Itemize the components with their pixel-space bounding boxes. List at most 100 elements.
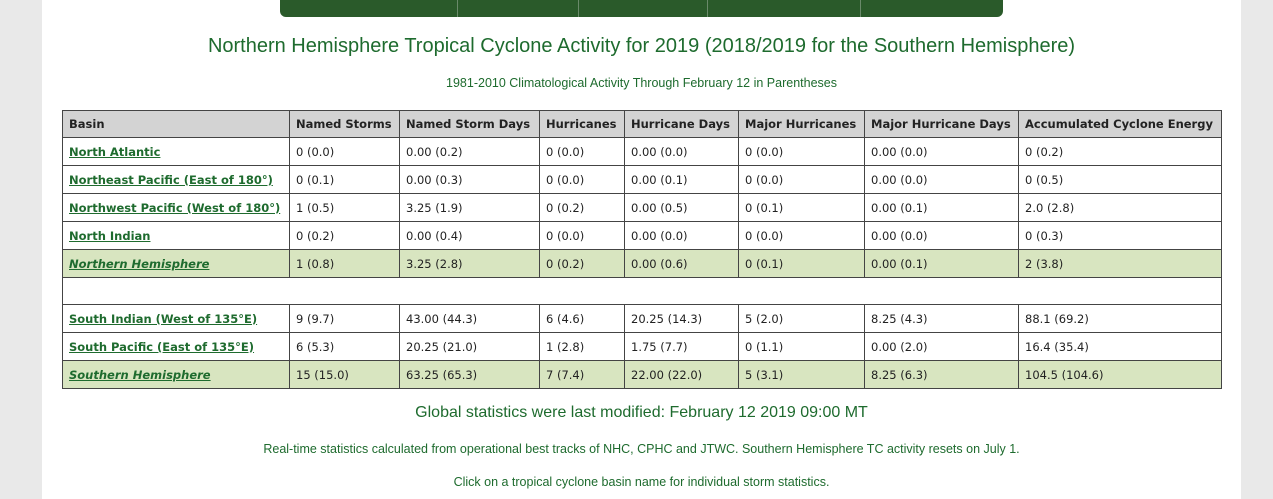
table-cell: 8.25 (4.3) (864, 304, 1019, 333)
table-cell: 6 (5.3) (289, 332, 400, 361)
basin-link-south-pacific[interactable]: South Pacific (East of 135°E) (69, 339, 255, 354)
table-cell: 0.00 (0.6) (624, 249, 739, 278)
table-cell: 20.25 (14.3) (624, 304, 739, 333)
nav-segment[interactable] (579, 0, 708, 17)
table-cell: 6 (4.6) (539, 304, 625, 333)
page-title: Northern Hemisphere Tropical Cyclone Act… (207, 35, 1076, 57)
table-cell: 0 (1.1) (738, 332, 865, 361)
table-cell: 0.00 (0.1) (864, 193, 1019, 222)
table-cell: 0 (0.0) (289, 137, 400, 166)
table-cell: 63.25 (65.3) (399, 360, 540, 389)
spacer-cell (62, 277, 1222, 305)
table-row: North Atlantic 0 (0.0) 0.00 (0.2) 0 (0.0… (62, 137, 1222, 166)
basin-link-northeast-pacific[interactable]: Northeast Pacific (East of 180°) (69, 172, 273, 187)
column-header: Hurricane Days (624, 110, 739, 138)
basin-link-north-indian[interactable]: North Indian (69, 228, 151, 243)
table-cell: 0 (0.0) (738, 137, 865, 166)
table-cell: 0.00 (2.0) (864, 332, 1019, 361)
table-cell: 0 (0.0) (539, 137, 625, 166)
table-cell: 9 (9.7) (289, 304, 400, 333)
table-row: Northeast Pacific (East of 180°) 0 (0.1)… (62, 165, 1222, 194)
nav-segment[interactable] (280, 0, 458, 17)
column-header: Named Storms (289, 110, 400, 138)
realtime-note: Real-time statistics calculated from ope… (263, 442, 1020, 456)
table-cell: 0 (0.2) (1018, 137, 1222, 166)
basin-cell: Southern Hemisphere (62, 360, 290, 389)
table-row: Northwest Pacific (West of 180°) 1 (0.5)… (62, 193, 1222, 222)
table-cell: 0 (0.2) (539, 193, 625, 222)
table-cell: 20.25 (21.0) (399, 332, 540, 361)
column-header: Named Storm Days (399, 110, 540, 138)
table-cell: 0 (0.2) (289, 221, 400, 250)
page-subtitle: 1981-2010 Climatological Activity Throug… (446, 76, 837, 90)
last-modified-text: Global statistics were last modified: Fe… (415, 404, 868, 421)
basin-link-south-indian[interactable]: South Indian (West of 135°E) (69, 311, 258, 326)
table-cell: 2 (3.8) (1018, 249, 1222, 278)
basin-cell: South Indian (West of 135°E) (62, 304, 290, 333)
click-hint-note: Click on a tropical cyclone basin name f… (453, 475, 830, 489)
basin-cell: North Atlantic (62, 137, 290, 166)
table-cell: 0.00 (0.0) (624, 137, 739, 166)
table-row: South Pacific (East of 135°E) 6 (5.3) 20… (62, 332, 1222, 361)
column-header: Basin (62, 110, 290, 138)
column-header: Major Hurricanes (738, 110, 865, 138)
column-header: Accumulated Cyclone Energy (1018, 110, 1222, 138)
column-header: Hurricanes (539, 110, 625, 138)
column-header: Major Hurricane Days (864, 110, 1019, 138)
cyclone-activity-table: Basin Named Storms Named Storm Days Hurr… (62, 110, 1222, 389)
page-content: Northern Hemisphere Tropical Cyclone Act… (42, 0, 1241, 499)
table-row: South Indian (West of 135°E) 9 (9.7) 43.… (62, 304, 1222, 333)
table-cell: 43.00 (44.3) (399, 304, 540, 333)
table-row-total: Southern Hemisphere 15 (15.0) 63.25 (65.… (62, 360, 1222, 389)
table-cell: 15 (15.0) (289, 360, 400, 389)
table-cell: 0 (0.0) (738, 221, 865, 250)
table-cell: 3.25 (1.9) (399, 193, 540, 222)
nav-segment[interactable] (458, 0, 579, 17)
basin-cell: South Pacific (East of 135°E) (62, 332, 290, 361)
table-cell: 0 (0.1) (738, 193, 865, 222)
table-cell: 16.4 (35.4) (1018, 332, 1222, 361)
table-cell: 0.00 (0.0) (864, 137, 1019, 166)
table-cell: 0.00 (0.2) (399, 137, 540, 166)
table-cell: 0.00 (0.0) (864, 221, 1019, 250)
table-cell: 1 (2.8) (539, 332, 625, 361)
table-cell: 0.00 (0.1) (624, 165, 739, 194)
table-cell: 8.25 (6.3) (864, 360, 1019, 389)
table-cell: 0 (0.2) (539, 249, 625, 278)
table-cell: 0 (0.5) (1018, 165, 1222, 194)
table-cell: 0.00 (0.0) (864, 165, 1019, 194)
table-header-row: Basin Named Storms Named Storm Days Hurr… (62, 110, 1222, 138)
basin-link-north-atlantic[interactable]: North Atlantic (69, 144, 161, 159)
table-cell: 1 (0.5) (289, 193, 400, 222)
basin-link-southern-hemisphere[interactable]: Southern Hemisphere (69, 367, 211, 382)
table-cell: 0.00 (0.1) (864, 249, 1019, 278)
table-cell: 1.75 (7.7) (624, 332, 739, 361)
table-spacer-row (62, 277, 1222, 305)
table-cell: 0.00 (0.4) (399, 221, 540, 250)
basin-cell: Northeast Pacific (East of 180°) (62, 165, 290, 194)
table-cell: 3.25 (2.8) (399, 249, 540, 278)
nav-segment[interactable] (708, 0, 861, 17)
basin-link-northern-hemisphere[interactable]: Northern Hemisphere (69, 256, 210, 271)
table-cell: 1 (0.8) (289, 249, 400, 278)
top-navigation-bar[interactable] (280, 0, 1003, 17)
table-cell: 0 (0.3) (1018, 221, 1222, 250)
table-cell: 0 (0.0) (738, 165, 865, 194)
table-cell: 0.00 (0.3) (399, 165, 540, 194)
table-cell: 0.00 (0.5) (624, 193, 739, 222)
basin-link-northwest-pacific[interactable]: Northwest Pacific (West of 180°) (69, 200, 281, 215)
table-cell: 104.5 (104.6) (1018, 360, 1222, 389)
nav-segment[interactable] (861, 0, 1003, 17)
table-cell: 0 (0.1) (289, 165, 400, 194)
table-cell: 0 (0.0) (539, 165, 625, 194)
table-cell: 88.1 (69.2) (1018, 304, 1222, 333)
table-cell: 7 (7.4) (539, 360, 625, 389)
table-cell: 5 (2.0) (738, 304, 865, 333)
table-cell: 0.00 (0.0) (624, 221, 739, 250)
basin-cell: Northern Hemisphere (62, 249, 290, 278)
basin-cell: Northwest Pacific (West of 180°) (62, 193, 290, 222)
table-cell: 0 (0.1) (738, 249, 865, 278)
table-cell: 0 (0.0) (539, 221, 625, 250)
table-cell: 2.0 (2.8) (1018, 193, 1222, 222)
table-cell: 5 (3.1) (738, 360, 865, 389)
